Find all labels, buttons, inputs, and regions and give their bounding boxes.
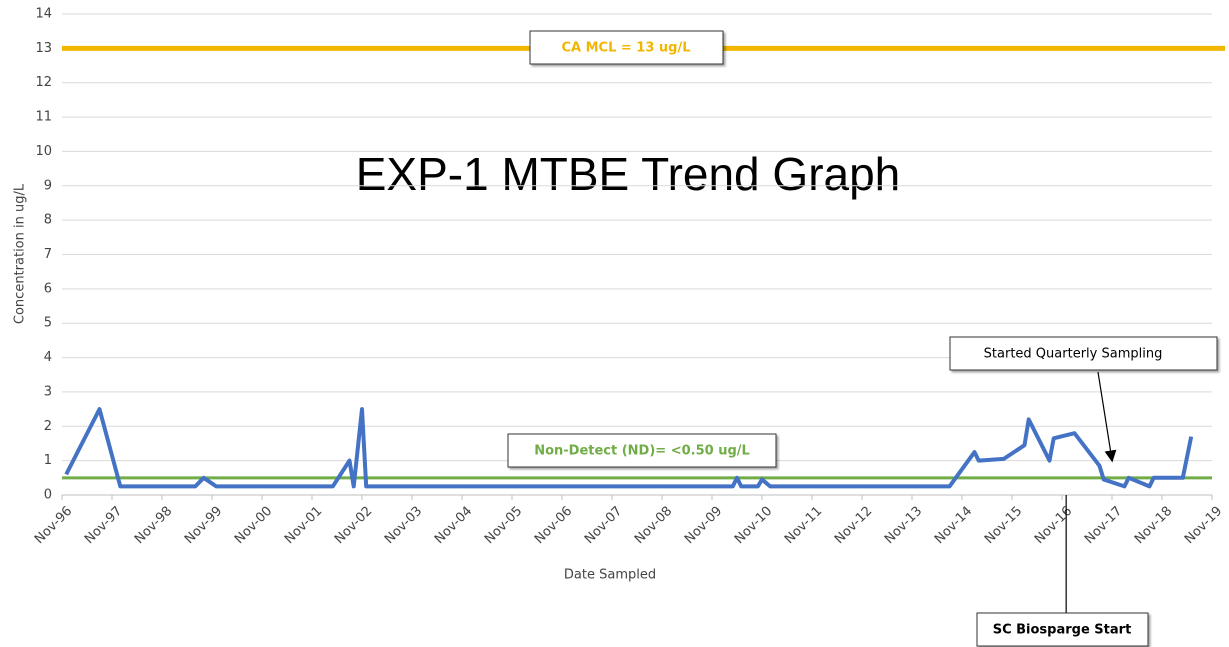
x-tick-label: Nov-02 bbox=[332, 504, 375, 547]
x-tick-label: Nov-18 bbox=[1132, 504, 1175, 547]
mcl-box bbox=[529, 30, 724, 65]
x-tick-label: Nov-17 bbox=[1082, 504, 1125, 547]
biosparge-label: SC Biosparge Start bbox=[993, 623, 1132, 638]
y-tick-label: 10 bbox=[35, 144, 52, 159]
x-tick-label: Nov-13 bbox=[882, 504, 925, 547]
y-tick-label: 12 bbox=[35, 75, 52, 90]
x-axis-label: Date Sampled bbox=[564, 568, 656, 583]
x-tick-label: Nov-03 bbox=[382, 504, 425, 547]
x-tick-label: Nov-10 bbox=[732, 504, 775, 547]
y-tick-label: 5 bbox=[44, 316, 52, 331]
quarterly-box bbox=[949, 336, 1218, 371]
x-tick-label: Nov-05 bbox=[482, 504, 525, 547]
y-tick-label: 3 bbox=[44, 384, 52, 399]
y-tick-label: 0 bbox=[44, 488, 52, 503]
x-tick-label: Nov-08 bbox=[632, 504, 675, 547]
x-tick-label: Nov-99 bbox=[182, 504, 225, 547]
y-tick-label: 8 bbox=[44, 213, 52, 228]
x-tick-label: Nov-01 bbox=[282, 504, 325, 547]
x-tick-label: Nov-07 bbox=[582, 504, 625, 547]
nd-label: Non-Detect (ND)= <0.50 ug/L bbox=[534, 444, 750, 459]
x-tick-label: Nov-15 bbox=[982, 504, 1025, 547]
quarterly-label: Started Quarterly Sampling bbox=[984, 347, 1163, 362]
x-tick-label: Nov-00 bbox=[232, 504, 275, 547]
y-tick-label: 2 bbox=[44, 419, 52, 434]
y-tick-label: 13 bbox=[35, 41, 52, 56]
y-tick-label: 1 bbox=[44, 453, 52, 468]
nd-box bbox=[507, 433, 777, 468]
x-tick-label: Nov-11 bbox=[782, 504, 825, 547]
x-tick-label: Nov-06 bbox=[532, 504, 575, 547]
x-tick-label: Nov-19 bbox=[1182, 504, 1225, 547]
x-tick-label: Nov-16 bbox=[1032, 504, 1075, 547]
y-tick-label: 9 bbox=[44, 178, 52, 193]
x-tick-label: Nov-96 bbox=[32, 504, 75, 547]
annotation-arrow bbox=[1097, 371, 1117, 463]
x-tick-label: Nov-09 bbox=[682, 504, 725, 547]
y-tick-label: 4 bbox=[44, 350, 52, 365]
chart-title: EXP-1 MTBE Trend Graph bbox=[356, 148, 901, 200]
x-tick-label: Nov-04 bbox=[432, 504, 475, 547]
data-line bbox=[64, 407, 1194, 489]
y-tick-label: 6 bbox=[44, 281, 52, 296]
biosparge-box bbox=[976, 612, 1149, 647]
mcl-label: CA MCL = 13 ug/L bbox=[561, 41, 690, 56]
x-tick-label: Nov-97 bbox=[82, 504, 125, 547]
x-tick-label: Nov-12 bbox=[832, 504, 875, 547]
x-tick-label: Nov-14 bbox=[932, 504, 975, 547]
y-tick-label: 11 bbox=[35, 110, 52, 125]
x-tick-label: Nov-98 bbox=[132, 504, 175, 547]
y-axis-label: Concentration in ug/L bbox=[13, 183, 28, 324]
y-tick-label: 7 bbox=[44, 247, 52, 262]
y-tick-label: 14 bbox=[35, 7, 52, 22]
